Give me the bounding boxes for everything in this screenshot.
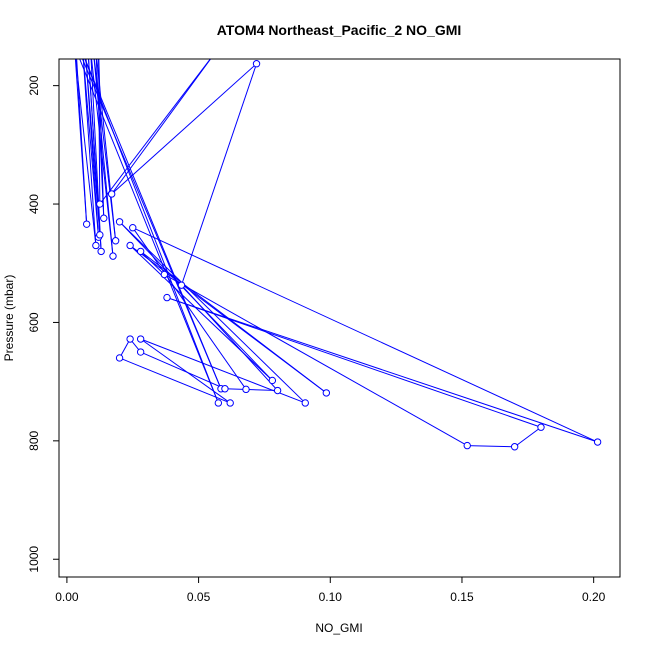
series-segment — [111, 63, 257, 195]
data-point — [111, 237, 120, 245]
series-segment — [140, 338, 231, 404]
data-point — [115, 354, 124, 362]
data-point — [160, 270, 169, 279]
data-point — [301, 399, 309, 407]
series-segment — [98, 59, 105, 219]
data-point — [273, 386, 282, 395]
series-points — [82, 60, 602, 451]
y-tick-label: 600 — [27, 312, 41, 332]
chart-title: ATOM4 Northeast_Pacific_2 NO_GMI — [217, 22, 462, 38]
data-point — [126, 241, 134, 250]
data-point — [242, 385, 250, 394]
data-point — [214, 399, 223, 407]
data-point — [463, 441, 471, 450]
series-segment — [140, 338, 306, 404]
series-segment — [132, 227, 598, 443]
x-axis-label: NO_GMI — [315, 621, 362, 635]
data-point — [593, 438, 602, 446]
data-point — [92, 241, 100, 250]
data-point — [252, 60, 261, 68]
data-point — [510, 443, 519, 451]
series-segment — [140, 251, 327, 394]
x-tick-label: 0.05 — [187, 590, 211, 604]
series-segment — [111, 59, 212, 195]
series-segment — [140, 351, 226, 390]
series-segment — [84, 59, 222, 389]
data-point — [126, 335, 134, 343]
y-tick-label: 800 — [27, 431, 41, 451]
series-segment — [166, 297, 598, 443]
series-segment — [119, 357, 231, 404]
data-point — [96, 231, 104, 239]
data-point — [226, 399, 234, 407]
x-tick-label: 0.20 — [582, 590, 606, 604]
x-tick-label: 0.00 — [55, 590, 79, 604]
data-point — [537, 423, 545, 431]
data-point — [109, 252, 117, 260]
series-segment — [90, 59, 102, 252]
series-segment — [514, 426, 542, 448]
y-tick-label: 400 — [27, 194, 41, 214]
x-tick-label: 0.15 — [450, 590, 474, 604]
series-segment — [119, 221, 273, 381]
axes-layer: 0.00 0.05 0.10 0.15 0.20 200 400 600 800 1000 — [27, 75, 605, 604]
series-segment — [99, 59, 211, 205]
y-tick-label: 1000 — [27, 546, 41, 573]
series-segment — [140, 251, 165, 275]
series-segment — [82, 59, 97, 246]
series-segment — [467, 445, 515, 448]
x-tick-label: 0.10 — [319, 590, 343, 604]
data-point — [100, 214, 108, 222]
data-point — [136, 335, 145, 343]
series-segment — [98, 59, 101, 205]
y-tick-label: 200 — [27, 75, 41, 95]
plot-frame — [58, 58, 621, 578]
data-point — [177, 281, 186, 289]
data-point — [163, 293, 171, 302]
data-point — [107, 190, 116, 198]
series-segment — [74, 59, 88, 225]
series-lines — [74, 59, 598, 448]
data-point — [115, 218, 124, 226]
y-axis-label: Pressure (mbar) — [2, 275, 16, 362]
data-point — [268, 376, 277, 385]
data-point — [136, 348, 145, 356]
series-segment — [180, 63, 258, 286]
data-point — [136, 247, 145, 256]
series-segment — [164, 274, 468, 447]
data-point — [129, 224, 137, 232]
data-point — [322, 389, 331, 397]
data-point — [221, 385, 229, 393]
series-segment — [93, 59, 114, 257]
series-segment — [166, 297, 542, 428]
data-point — [82, 220, 91, 228]
series-segment — [129, 245, 273, 381]
series-segment — [75, 59, 97, 246]
series-layer — [74, 59, 602, 451]
series-segment — [84, 59, 219, 404]
data-point — [96, 200, 104, 208]
series-segment — [132, 227, 247, 390]
series-segment — [224, 388, 278, 392]
data-point — [97, 247, 105, 256]
